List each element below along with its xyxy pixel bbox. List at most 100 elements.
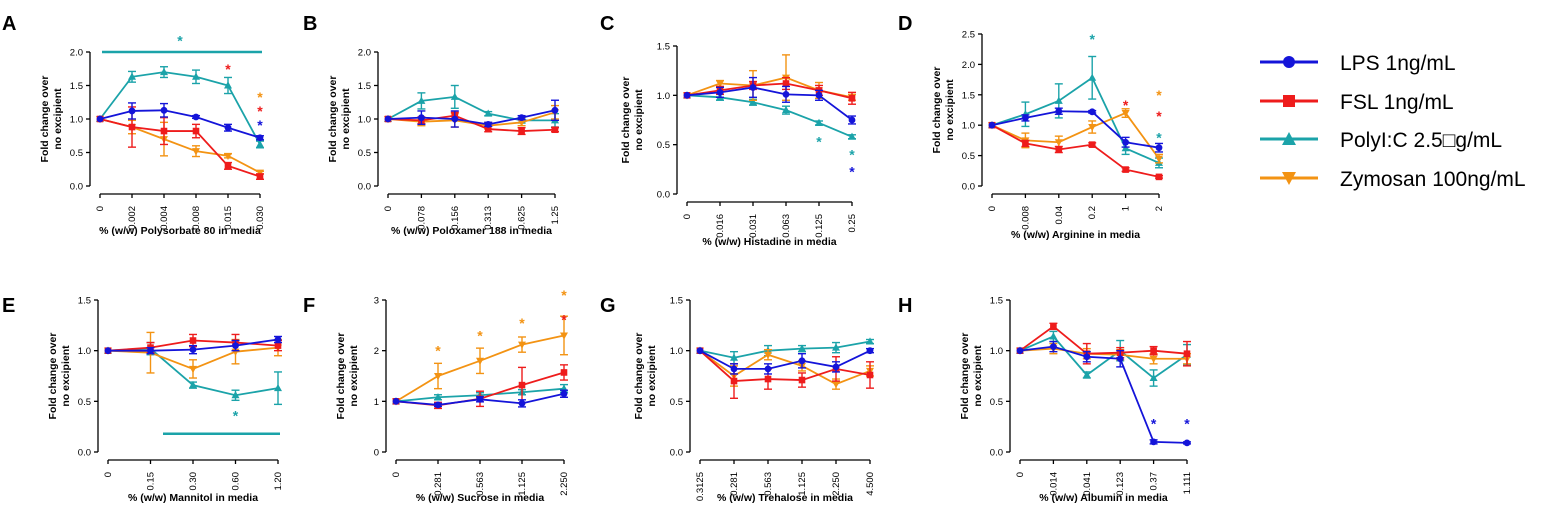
data-point	[192, 72, 200, 80]
y-tick-label: 0.0	[670, 448, 683, 459]
legend-marker-polyic	[1282, 132, 1296, 145]
data-point	[192, 148, 200, 156]
y-tick-label: 0.0	[358, 182, 371, 193]
data-point	[560, 332, 568, 340]
series-zymosan	[988, 108, 1163, 164]
data-point	[848, 116, 856, 124]
data-point	[798, 344, 806, 352]
data-point	[274, 383, 282, 392]
x-axis-label: % (w/w) Trehalose in media	[717, 492, 853, 504]
x-axis-label: % (w/w) Sucrose in media	[416, 492, 545, 504]
y-tick-label: 0.5	[70, 148, 83, 159]
panel-e: E 0.0 0.5 1.0 1.5 0 0.15 0.30 0.60 1.20 % (w/w) Ma…	[2, 295, 284, 504]
series-line	[991, 76, 1160, 164]
series-line	[99, 109, 261, 139]
series-lps	[96, 102, 264, 142]
data-point	[476, 357, 484, 365]
panel-label: C	[600, 13, 614, 35]
data-point	[798, 376, 806, 384]
legend: LPS 1ng/mL FSL 1ng/mL PolyI:C 2.5□g/mL Z…	[1260, 52, 1526, 191]
y-tick-label: 1.5	[990, 296, 1003, 307]
legend-marker-lps	[1283, 56, 1295, 68]
y-axis-label-line: Fold change over	[633, 333, 645, 420]
x-tick-label: 0.156	[450, 206, 461, 230]
series-line	[1019, 347, 1187, 360]
y-axis-label-line: no excipient	[52, 88, 64, 150]
legend-item-lps: LPS 1ng/mL	[1260, 52, 1456, 75]
y-tick-label: 1.5	[70, 81, 83, 92]
data-point	[451, 115, 459, 123]
data-point	[1150, 438, 1157, 446]
panel-label: A	[2, 13, 16, 35]
x-axis-label: % (w/w) Albumin in media	[1039, 492, 1168, 504]
data-point	[1022, 114, 1029, 122]
significance-asterisk: *	[1089, 31, 1095, 47]
data-point	[764, 375, 772, 383]
legend-item-fsl: FSL 1ng/mL	[1260, 91, 1454, 114]
x-tick-label: 1.111	[1182, 472, 1193, 494]
data-point	[192, 127, 200, 135]
x-tick-label: 0	[987, 206, 998, 211]
y-tick-label: 0	[374, 448, 379, 459]
x-tick-label: 0.041	[1082, 472, 1093, 496]
data-point	[224, 152, 232, 161]
data-point	[434, 401, 442, 409]
significance-asterisk: *	[816, 134, 822, 150]
data-point	[147, 347, 154, 355]
series-line	[99, 118, 261, 178]
x-tick-label: 0.008	[191, 206, 202, 230]
x-tick-label: 0.008	[1020, 206, 1031, 230]
data-point	[128, 123, 136, 131]
data-point	[730, 377, 738, 385]
data-point	[560, 390, 568, 398]
series-lps	[1016, 340, 1191, 447]
data-point	[1083, 353, 1091, 361]
y-tick-label: 2.0	[70, 48, 83, 59]
data-point	[484, 120, 492, 128]
data-point	[716, 88, 724, 96]
significance-asterisk: *	[477, 327, 483, 343]
series-zymosan	[683, 54, 856, 102]
x-tick-label: 0.15	[146, 472, 157, 491]
data-point	[798, 357, 806, 365]
series-line	[99, 71, 261, 145]
y-tick-label: 0.5	[358, 148, 371, 159]
panels: A0.00.51.01.52.00 0.002 0.004 0.008 0.015 0.0…	[2, 13, 1193, 504]
significance-asterisk: *	[1156, 129, 1162, 145]
data-point	[1054, 96, 1063, 104]
significance-asterisk: *	[257, 89, 263, 105]
legend-item-polyic: PolyI:C 2.5□g/mL	[1260, 129, 1502, 152]
series-line	[991, 110, 1160, 149]
data-point	[988, 121, 996, 129]
y-axis-label-line: no excipient	[60, 345, 72, 407]
x-tick-label: 1	[1121, 206, 1132, 211]
y-tick-label: 0.0	[70, 182, 83, 193]
series-lps	[683, 76, 856, 125]
significance-asterisk: *	[849, 147, 855, 163]
x-tick-label: 1.125	[517, 472, 528, 496]
legend-label-lps: LPS 1ng/mL	[1340, 52, 1456, 75]
panel-label: F	[303, 295, 315, 317]
y-tick-label: 2.0	[358, 48, 371, 59]
y-tick-label: 1.0	[78, 346, 91, 357]
y-axis-label-line: Fold change over	[620, 77, 632, 164]
x-tick-label: 0.015	[223, 206, 234, 230]
data-point	[1088, 141, 1096, 148]
series-line	[1019, 335, 1188, 380]
series-lps	[988, 107, 1163, 153]
data-point	[160, 127, 168, 135]
data-point	[782, 105, 790, 114]
y-axis-label: Fold change overno excipient	[327, 76, 352, 163]
data-point	[256, 134, 264, 142]
data-point	[434, 393, 442, 401]
y-tick-label: 1.5	[962, 90, 975, 101]
x-tick-label: 0.016	[715, 214, 726, 238]
data-point	[1149, 355, 1158, 363]
data-point	[716, 80, 724, 88]
x-tick-label: 0.3125	[695, 472, 706, 501]
data-point	[1155, 144, 1163, 152]
y-axis-label-line: no excipient	[348, 345, 360, 407]
x-tick-label: 0	[1015, 472, 1026, 477]
series-line	[991, 124, 1160, 178]
